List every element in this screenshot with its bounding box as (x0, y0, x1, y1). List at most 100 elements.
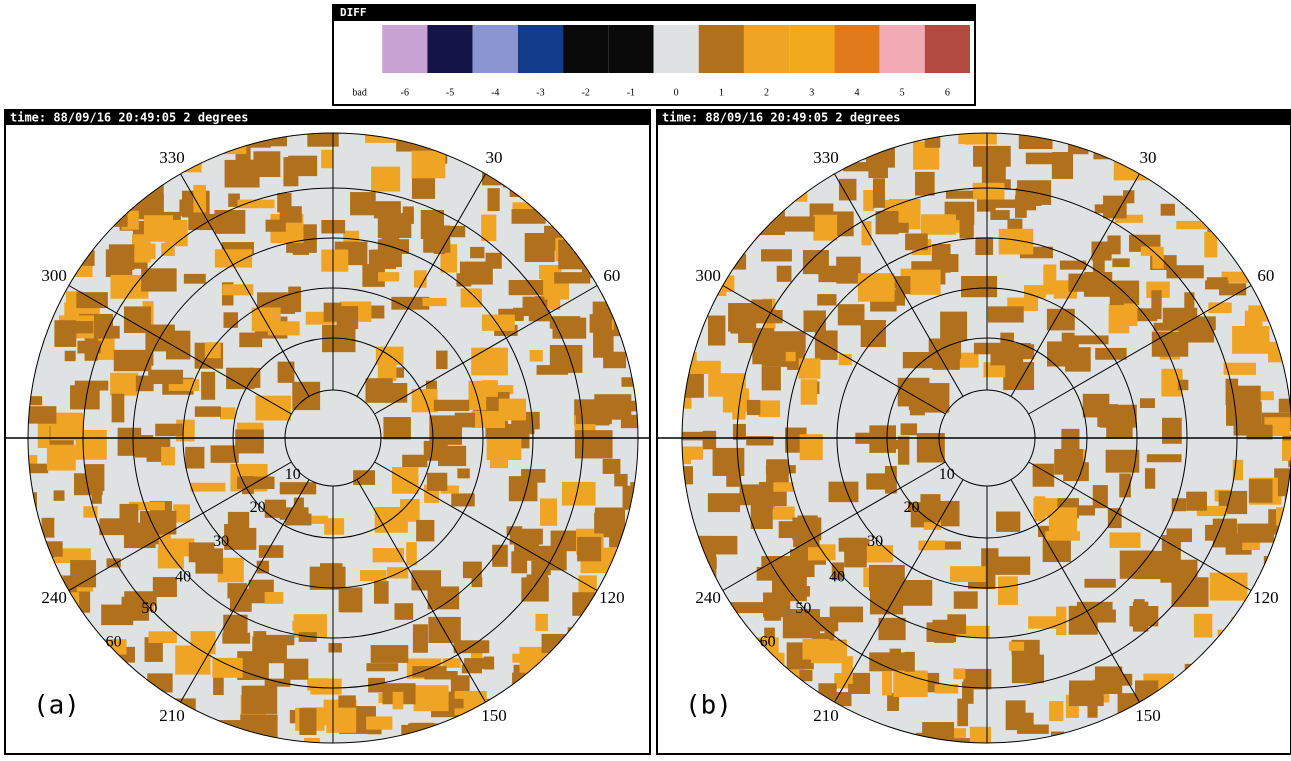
echo-patch (1123, 303, 1138, 327)
echo-patch (1152, 246, 1164, 269)
echo-patch (739, 484, 767, 506)
echo-patch (110, 372, 139, 396)
echo-patch (1139, 236, 1153, 246)
echo-patch (539, 498, 558, 526)
echo-patch (920, 494, 941, 523)
azimuth-label: 210 (813, 706, 839, 725)
echo-patch (1087, 691, 1098, 718)
echo-patch (471, 347, 508, 376)
echo-patch (799, 669, 813, 682)
echo-patch (987, 306, 1024, 323)
echo-patch (299, 708, 317, 735)
colorbar-label: 1 (719, 87, 724, 98)
echo-patch (144, 637, 163, 662)
echo-patch (373, 581, 389, 604)
echo-patch (1259, 391, 1274, 401)
echo-patch (932, 619, 956, 630)
colorbar-label: 6 (945, 87, 950, 98)
azimuth-label: 240 (41, 588, 67, 607)
echo-patch (433, 399, 470, 412)
echo-patch (134, 243, 156, 260)
azimuth-ray (722, 285, 946, 415)
echo-patch (383, 417, 411, 440)
echo-patch (1153, 322, 1182, 331)
echo-patch (83, 506, 98, 518)
echo-patch (554, 272, 591, 284)
echo-patch (900, 423, 918, 436)
range-label: 50 (795, 600, 811, 617)
color-swatch (834, 25, 880, 73)
echo-patch (1061, 428, 1080, 451)
echo-patch (1133, 599, 1145, 620)
color-swatch (698, 25, 744, 73)
echo-patch (288, 286, 302, 313)
azimuth-label: 300 (41, 266, 67, 285)
color-swatch (563, 25, 609, 73)
echo-patch (961, 681, 974, 704)
echo-patch (602, 458, 621, 474)
echo-patch (166, 330, 191, 360)
range-label: 60 (106, 633, 122, 650)
echo-patch (328, 643, 342, 653)
echo-patch (726, 602, 764, 614)
colorbar-label: -4 (491, 87, 499, 98)
echo-patch (224, 523, 235, 550)
azimuth-label: 150 (1135, 706, 1161, 725)
echo-patch (940, 311, 968, 341)
echo-patch (128, 522, 159, 545)
echo-patch (487, 188, 500, 212)
echo-patch (1003, 361, 1035, 391)
azimuth-ray (374, 285, 598, 415)
echo-patch (964, 133, 997, 145)
echo-patch (1032, 463, 1055, 487)
echo-patch (262, 634, 295, 646)
echo-patch (1034, 496, 1046, 522)
echo-patch (28, 396, 43, 406)
echo-patch (1281, 440, 1291, 461)
echo-patch (365, 133, 397, 143)
echo-patch (1071, 335, 1109, 345)
colorbar-title: DIFF (340, 6, 367, 19)
echo-patch (756, 566, 795, 581)
echo-patch (550, 530, 578, 552)
azimuth-label: 120 (599, 588, 625, 607)
echo-patch (1112, 258, 1130, 268)
echo-patch (392, 691, 404, 710)
range-label: 60 (760, 633, 776, 650)
echo-patch (1151, 290, 1162, 320)
echo-patch (70, 560, 97, 588)
range-label: 10 (939, 466, 955, 483)
echo-patch (771, 490, 787, 507)
echo-patch (959, 212, 974, 239)
echo-patch (577, 536, 602, 562)
echo-patch (391, 467, 419, 494)
echo-patch (508, 280, 544, 296)
echo-patch (464, 658, 486, 669)
echo-patch (682, 431, 705, 441)
echo-patch (973, 342, 1004, 355)
azimuth-ray (1028, 285, 1252, 415)
echo-patch (1069, 680, 1104, 707)
echo-patch (277, 361, 295, 383)
echo-patch (953, 625, 990, 638)
echo-patch (746, 436, 774, 446)
echo-patch (511, 209, 546, 224)
echo-patch (370, 645, 409, 663)
echo-patch (1193, 613, 1213, 638)
echo-patch (426, 472, 448, 491)
echo-patch (213, 668, 224, 696)
echo-patch (372, 548, 404, 563)
echo-patch (882, 671, 893, 696)
color-swatch (879, 25, 925, 73)
echo-patch (436, 350, 448, 370)
echo-patch (905, 233, 928, 251)
echo-patch (863, 190, 875, 211)
echo-patch (1123, 190, 1135, 204)
echo-patch (522, 296, 545, 317)
echo-patch (459, 261, 493, 285)
echo-patch (513, 307, 524, 321)
echo-patch (1144, 468, 1156, 489)
echo-patch (371, 249, 396, 269)
echo-patch (511, 551, 528, 574)
echo-patch (1237, 523, 1275, 543)
